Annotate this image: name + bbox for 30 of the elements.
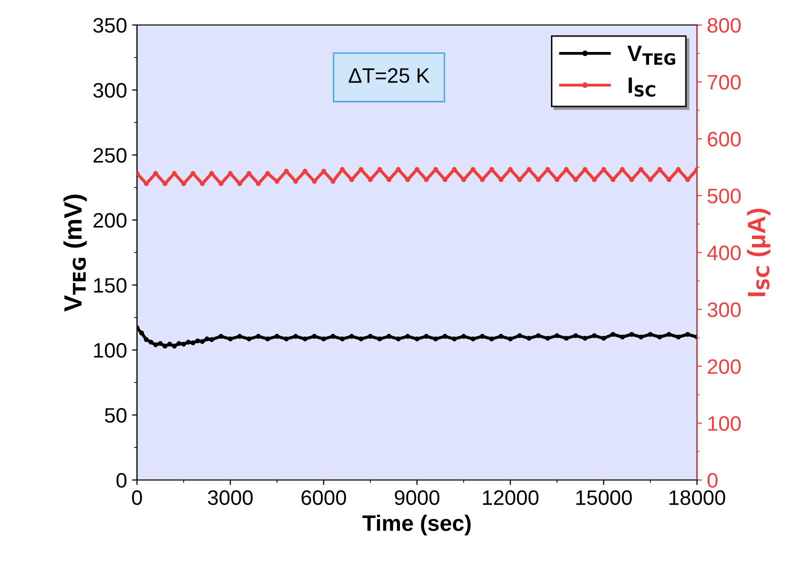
y2-tick-label: 400 (707, 246, 741, 260)
y2-tick-label: 600 (708, 132, 741, 147)
y-tick-label: 100 (94, 343, 126, 358)
y2-tick-label: 500 (708, 188, 741, 204)
y-tick-label: 300 (93, 83, 126, 98)
y-tick-label: 250 (94, 148, 126, 163)
y-tick-label: 350 (93, 18, 126, 33)
x-tick-label: 6000 (302, 490, 346, 506)
y2-tick-label: 300 (708, 302, 741, 318)
x-tick-label: 12000 (482, 490, 538, 506)
y-tick-label: 150 (94, 278, 126, 293)
x-tick-label: 18000 (670, 490, 726, 506)
x-tick-label: 0 (132, 490, 142, 506)
x-tick-label: 3000 (208, 490, 253, 506)
x-axis-title: Time (sec) (362, 514, 471, 536)
x-tick-label: 15000 (576, 490, 632, 506)
y-tick-label: 200 (94, 213, 126, 228)
x-tick-label: 9000 (394, 490, 440, 506)
y2-tick-label: 700 (708, 74, 741, 90)
legend-label: I$_{SC}$ (628, 78, 656, 97)
y2-tick-label: 100 (708, 416, 741, 431)
annotation: ΔT=25 K (348, 68, 430, 83)
legend-label: V$_{TEG}$ (627, 46, 676, 65)
y2-tick-label: 0 (708, 473, 718, 488)
y-axis-title: V$_{TEG}$ (mV) (63, 194, 87, 312)
y-tick-label: 0 (116, 473, 126, 488)
y2-tick-label: 200 (708, 359, 741, 374)
y-tick-label: 50 (104, 408, 126, 423)
y2-tick-label: 800 (708, 18, 741, 33)
y2-axis-title: I$_{SC}$ (μA) (747, 208, 770, 296)
